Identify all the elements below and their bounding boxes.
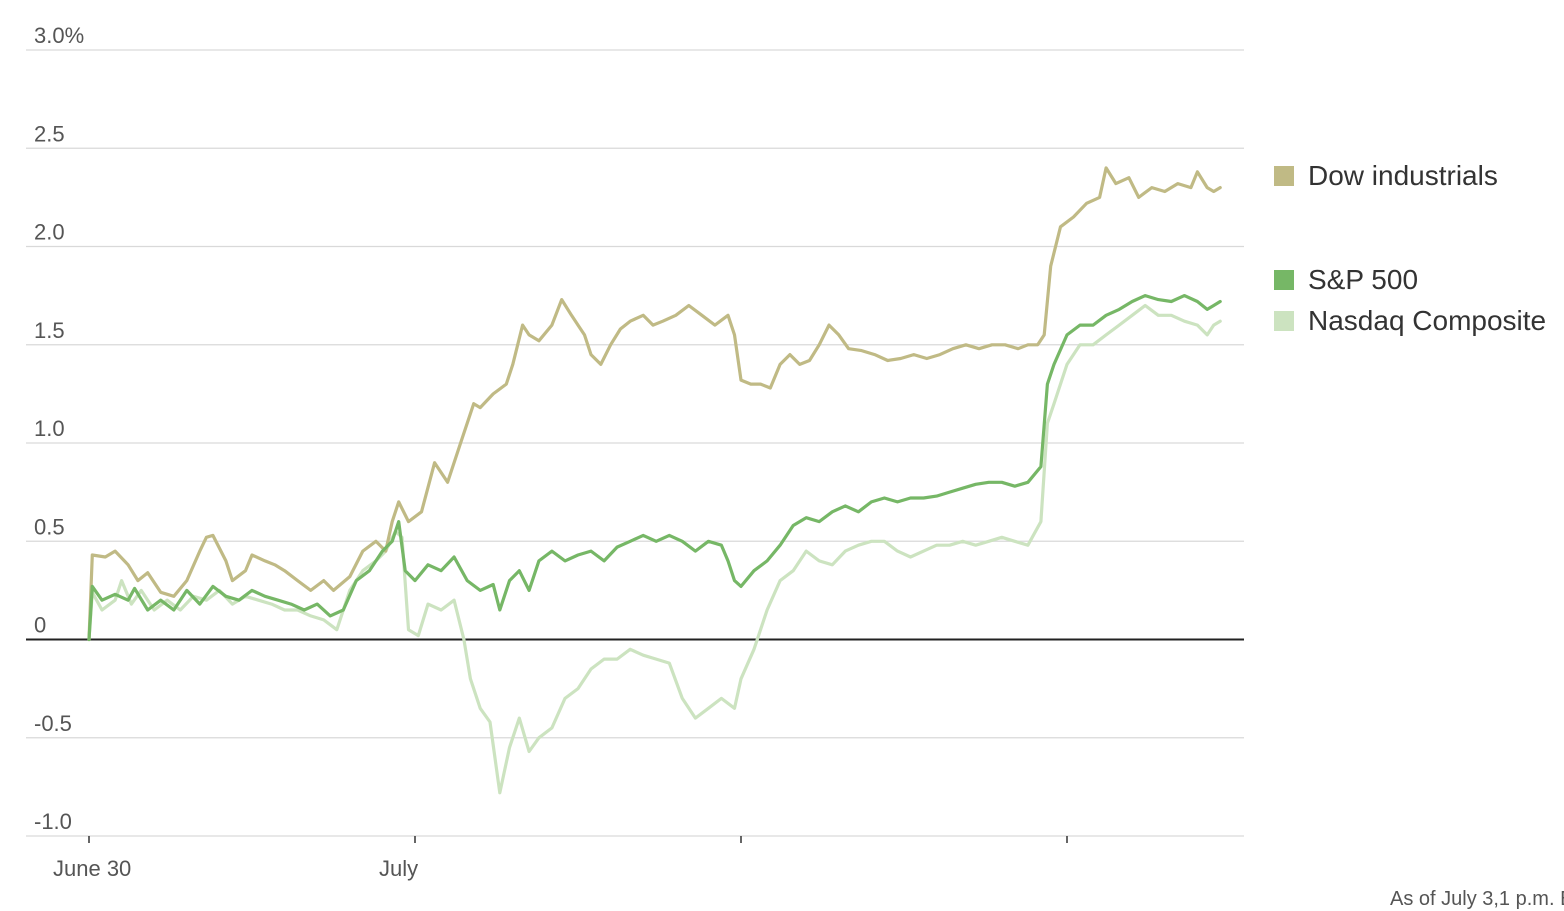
legend-label-dow: Dow industrials	[1308, 160, 1498, 191]
y-tick-label: -1.0	[34, 809, 72, 834]
series-lines	[87, 166, 1222, 795]
y-tick-label: -0.5	[34, 711, 72, 736]
legend-label-nasdaq: Nasdaq Composite	[1308, 305, 1547, 336]
y-tick-label: 2.0	[34, 220, 65, 245]
legend-label-sp500: S&P 500	[1308, 264, 1419, 295]
x-tick-label: July	[379, 856, 418, 881]
series-line-sp500	[87, 294, 1222, 642]
y-tick-label: 1.0	[34, 416, 65, 441]
y-tick-label: 2.5	[34, 121, 65, 146]
gridlines	[26, 49, 1244, 837]
legend-item-nasdaq: Nasdaq Composite	[1274, 305, 1546, 337]
y-tick-label: 0	[34, 613, 46, 638]
legend-swatch-dow	[1274, 166, 1294, 186]
x-axis: June 30 July	[53, 836, 1068, 881]
legend-swatch-nasdaq	[1274, 311, 1294, 331]
series-line-dow	[87, 166, 1222, 642]
series-line-nasdaq	[87, 303, 1222, 795]
legend-swatch-sp500	[1274, 270, 1294, 290]
y-tick-label: 1.5	[34, 318, 65, 343]
timestamp-note: As of July 3,1 p.m. ET	[1390, 888, 1564, 910]
y-tick-label: 0.5	[34, 514, 65, 539]
y-tick-label: 3.0%	[34, 23, 84, 48]
x-tick-label: June 30	[53, 856, 131, 881]
legend-item-dow: Dow industrials	[1274, 160, 1498, 192]
legend-item-sp500: S&P 500	[1274, 264, 1418, 296]
y-axis-tick-labels: 3.0% 2.5 2.0 1.5 1.0 0.5 0 -0.5 -1.0	[34, 23, 84, 834]
